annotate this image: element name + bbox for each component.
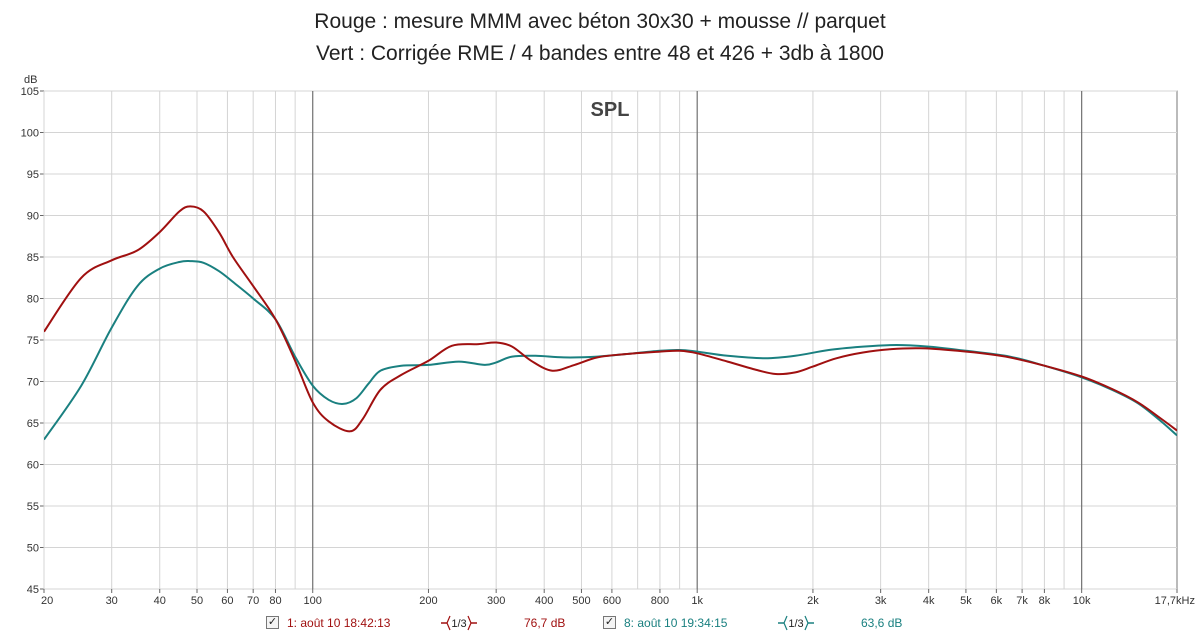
- plot-label: SPL: [591, 99, 630, 121]
- series-2-label: 8: août 10 19:34:15: [624, 616, 728, 630]
- legend-series-2: ✓ 8: août 10 19:34:15 1/3 63,6 dB: [603, 614, 923, 636]
- x-tick-label: 300: [487, 595, 505, 607]
- x-tick-label: 400: [535, 595, 553, 607]
- x-tick-label: 10k: [1073, 595, 1091, 607]
- y-tick-label: 55: [27, 501, 39, 513]
- y-tick-label: 90: [27, 211, 39, 223]
- series-2-smoothing[interactable]: 1/3: [778, 615, 814, 631]
- x-tick-label: 20: [41, 595, 53, 607]
- x-tick-label: 70: [247, 595, 259, 607]
- x-tick-label: 7k: [1016, 595, 1028, 607]
- x-tick-label: 50: [191, 595, 203, 607]
- smoothing-icon: 1/3: [441, 615, 477, 631]
- x-tick-label: 800: [651, 595, 669, 607]
- x-tick-label: 60: [221, 595, 233, 607]
- x-tick-label: 600: [603, 595, 621, 607]
- series-1-level: 76,7 dB: [524, 616, 566, 630]
- series-1-smoothing-text: 1/3: [451, 618, 466, 630]
- x-tick-label: 500: [572, 595, 590, 607]
- y-tick-label: 100: [21, 128, 39, 140]
- series-1-checkbox[interactable]: ✓: [266, 616, 279, 629]
- chart-title-line2: Vert : Corrigée RME / 4 bandes entre 48 …: [316, 42, 884, 65]
- y-tick-label: 65: [27, 418, 39, 430]
- x-tick-label: 1k: [691, 595, 703, 607]
- y-tick-label: 85: [27, 252, 39, 264]
- x-tick-label: 40: [154, 595, 166, 607]
- series-2-checkbox[interactable]: ✓: [603, 616, 616, 629]
- series-1-label: 1: août 10 18:42:13: [287, 616, 391, 630]
- x-tick-label: 200: [419, 595, 437, 607]
- chart-title-line1: Rouge : mesure MMM avec béton 30x30 + mo…: [314, 10, 886, 33]
- series-2-level: 63,6 dB: [861, 616, 903, 630]
- y-tick-label: 45: [27, 584, 39, 596]
- x-tick-label: 6k: [991, 595, 1003, 607]
- y-axis-unit: dB: [24, 74, 37, 86]
- series-2-smoothing-text: 1/3: [788, 618, 803, 630]
- series-line-2: [44, 259, 1177, 441]
- x-tick-label: 30: [106, 595, 118, 607]
- series-line-1: [44, 205, 1177, 433]
- x-tick-label: 8k: [1039, 595, 1051, 607]
- legend-series-1: ✓ 1: août 10 18:42:13 1/3 76,7 dB: [266, 614, 586, 636]
- x-tick-label: 4k: [923, 595, 935, 607]
- x-tick-label: 100: [304, 595, 322, 607]
- smoothing-icon: 1/3: [778, 615, 814, 631]
- x-tick-label: 5k: [960, 595, 972, 607]
- x-tick-label: 80: [269, 595, 281, 607]
- x-tick-label: 2k: [807, 595, 819, 607]
- y-tick-label: 75: [27, 335, 39, 347]
- x-tick-label: 17,7kHz: [1155, 595, 1195, 607]
- y-tick-label: 70: [27, 377, 39, 389]
- series-1-smoothing[interactable]: 1/3: [441, 615, 477, 631]
- y-tick-label: 60: [27, 460, 39, 472]
- y-tick-label: 95: [27, 169, 39, 181]
- x-tick-label: 3k: [875, 595, 887, 607]
- y-tick-label: 105: [21, 86, 39, 98]
- y-tick-label: 50: [27, 543, 39, 555]
- y-tick-label: 80: [27, 294, 39, 306]
